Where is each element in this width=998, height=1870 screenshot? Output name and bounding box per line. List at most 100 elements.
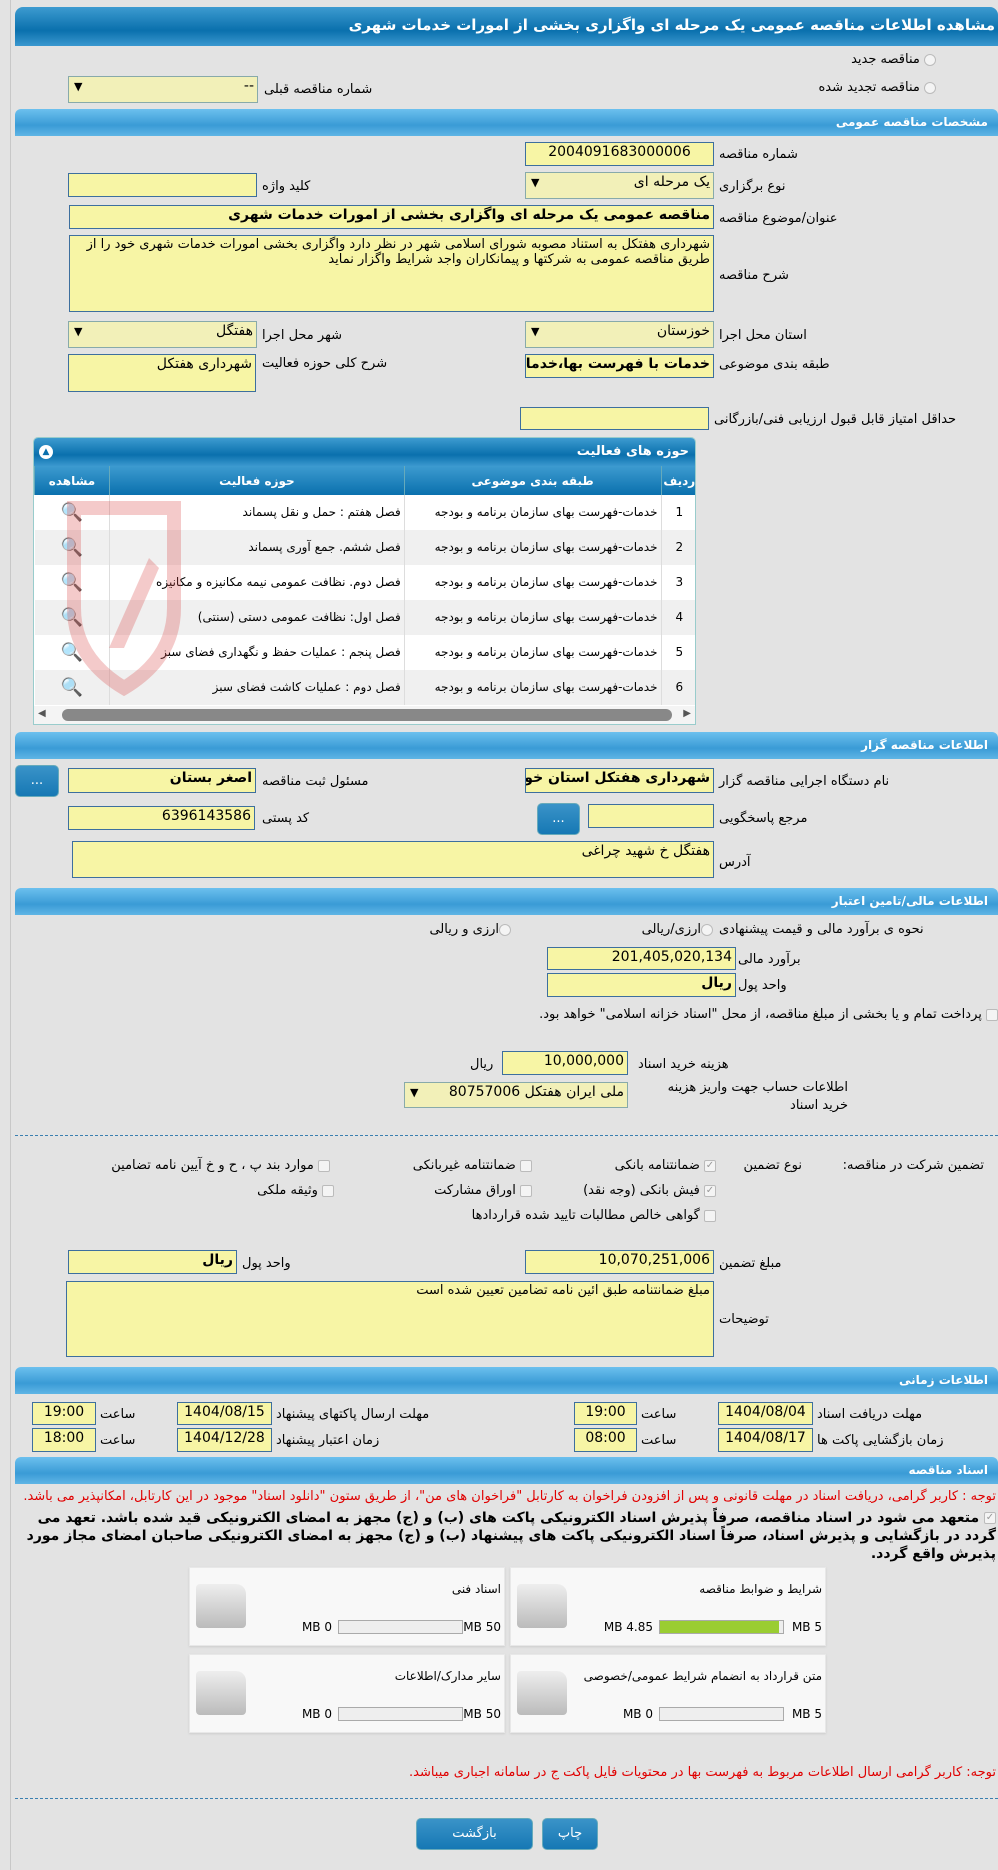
doc-deadline-time[interactable]: 19:00 [574, 1402, 637, 1425]
province-select[interactable]: خوزستان ▼ [525, 321, 714, 348]
ref-field[interactable] [588, 804, 714, 828]
fee-field[interactable]: 10,000,000 [502, 1051, 628, 1075]
button-bar: بازگشت چاپ [0, 1799, 998, 1851]
type-select[interactable]: یک مرحله ای ▼ [525, 172, 714, 199]
view-magnifier-icon[interactable]: 🔍 [60, 502, 83, 523]
guarantee-option-label: موارد بند پ ، ح و خ آیین نامه تضامین [111, 1158, 314, 1173]
guarantee-option-checkbox[interactable]: ✓ فیش بانکی (وجه نقد) [583, 1183, 716, 1198]
view-magnifier-icon[interactable]: 🔍 [60, 572, 83, 593]
guarantee-option-label: اوراق مشارکت [434, 1183, 516, 1198]
notes-label: توضیحات [719, 1312, 769, 1327]
row-number: 2 [660, 530, 695, 565]
radio-fx-rial-label: ارزی و ریالی [429, 922, 499, 937]
city-value: هفتگل [215, 323, 253, 339]
select-ref-button[interactable]: ... [537, 803, 580, 835]
activity-field[interactable]: شهرداری هفتکل [68, 354, 256, 392]
currency-field[interactable]: ریال [547, 973, 736, 997]
guarantee-option-label: ضمانتنامه غیربانکی [412, 1158, 516, 1173]
document-card[interactable]: متن قرارداد به انضمام شرایط عمومی/خصوصی 5… [510, 1654, 826, 1733]
subject-field[interactable]: مناقصه عمومی یک مرحله ای واگزاری بخشی از… [69, 205, 714, 229]
scroll-left-icon[interactable]: ◀ [38, 708, 46, 719]
row-number: 5 [660, 635, 695, 670]
document-card[interactable]: اسناد فنی 50 MB 0 MB [189, 1567, 505, 1646]
guarantee-option-checkbox[interactable]: گواهی خالص مطالبات تایید شده قراردادها [472, 1208, 716, 1223]
estimate-label: برآورد مالی [738, 952, 801, 967]
view-magnifier-icon[interactable]: 🔍 [60, 607, 83, 628]
send-field[interactable]: 1404/08/15 [177, 1402, 272, 1425]
scrollbar-thumb[interactable] [62, 709, 672, 721]
keyword-label: کلید واژه [262, 179, 311, 194]
document-card[interactable]: شرایط و ضوابط مناقصه 5 MB 4.85 MB [510, 1567, 826, 1646]
pledge-checkbox[interactable]: ✓ متعهد می شود در اسناد مناقصه، صرفاً پذ… [26, 1510, 996, 1562]
scroll-right-icon[interactable]: ▶ [683, 708, 691, 719]
guarantee-option-checkbox[interactable]: ✓ ضمانتنامه بانکی [614, 1158, 716, 1173]
radio-renewed-label: مناقصه تجدید شده [818, 80, 920, 95]
select-resp-button[interactable]: ... [15, 765, 59, 797]
radio-fx-rial[interactable]: ارزی و ریالی [429, 922, 511, 937]
guarantee-option-checkbox[interactable]: وثیقه ملکی [257, 1183, 334, 1198]
minscore-field[interactable] [520, 407, 709, 430]
prev-number-label: شماره مناقصه قبلی [264, 82, 373, 97]
document-card-used: 0 MB [301, 1620, 332, 1634]
address-field[interactable]: هفتگل خ شهید چراغی [72, 841, 714, 878]
open-time[interactable]: 08:00 [574, 1428, 637, 1452]
open-field[interactable]: 1404/08/17 [718, 1428, 813, 1452]
guarantee-option-checkbox[interactable]: موارد بند پ ، ح و خ آیین نامه تضامین [111, 1158, 330, 1173]
guarantee-unit-field[interactable]: ریال [68, 1250, 237, 1274]
valid-time[interactable]: 18:00 [32, 1428, 96, 1452]
radio-rial[interactable]: ارزی/ریالی [642, 922, 713, 937]
row-activity: فصل اول: نظافت عمومی دستی (سنتی) [109, 600, 405, 635]
row-activity: فصل پنجم : عملیات حفظ و نگهداری فضای سبز [109, 635, 405, 670]
valid-field[interactable]: 1404/12/28 [177, 1428, 272, 1452]
row-category: خدمات-فهرست بهای سازمان برنامه و بودجه [403, 600, 662, 635]
guarantee-type-label: نوع تضمین [743, 1158, 802, 1173]
category-field[interactable]: خدمات با فهرست بها،خدمات [525, 354, 714, 378]
tender-number-field[interactable]: 2004091683000006 [525, 142, 714, 166]
treasury-checkbox[interactable]: پرداخت تمام و یا بخشی از مبلغ مناقصه، از… [538, 1006, 998, 1024]
estimate-field[interactable]: 201,405,020,134 [547, 947, 736, 970]
time-label: ساعت [641, 1407, 677, 1422]
document-card[interactable]: سایر مدارک/اطلاعات 50 MB 0 MB [189, 1654, 505, 1733]
radio-new-label: مناقصه جدید [851, 52, 920, 67]
collapse-icon[interactable]: ▲ [39, 445, 53, 459]
document-card-title: شرایط و ضوابط مناقصه [699, 1582, 822, 1596]
account-select[interactable]: ملی ایران هفتکل 80757006 ▼ [404, 1082, 628, 1108]
resp-field[interactable]: اصغر بستان [68, 768, 256, 793]
city-select[interactable]: هفتگل ▼ [68, 321, 257, 348]
back-button[interactable]: بازگشت [416, 1818, 533, 1850]
view-magnifier-icon[interactable]: 🔍 [60, 677, 83, 698]
print-button[interactable]: چاپ [542, 1818, 598, 1850]
section-general: مشخصات مناقصه عمومی [15, 109, 998, 136]
org-field[interactable]: شهرداری هفتکل استان خوزستان [525, 768, 714, 793]
guarantee-amount-field[interactable]: 10,070,251,006 [525, 1250, 714, 1274]
guarantee-option-checkbox[interactable]: ضمانتنامه غیربانکی [413, 1158, 532, 1173]
document-card-max: 5 MB [791, 1707, 822, 1721]
prev-number-select[interactable]: -- ▼ [68, 76, 258, 103]
radio-renewed[interactable]: مناقصه تجدید شده [818, 80, 936, 95]
section-organizer: اطلاعات مناقصه گزار [15, 732, 998, 759]
ref-label: مرجع پاسخگویی [719, 811, 808, 826]
desc-label: شرح مناقصه [719, 268, 789, 283]
postal-field[interactable]: 6396143586 [68, 806, 255, 830]
doc-deadline-label: مهلت دریافت اسناد [817, 1407, 923, 1422]
section-organizer-title: اطلاعات مناقصه گزار [861, 738, 988, 752]
guarantee-option-checkbox[interactable]: اوراق مشارکت [434, 1183, 532, 1198]
doc-deadline-field[interactable]: 1404/08/04 [718, 1402, 813, 1425]
province-label: استان محل اجرا [719, 328, 807, 343]
row-category: خدمات-فهرست بهای سازمان برنامه و بودجه [403, 565, 662, 600]
radio-new[interactable]: مناقصه جدید [851, 52, 936, 67]
keyword-field[interactable] [68, 173, 257, 197]
horizontal-scrollbar[interactable]: ◀ ▶ [34, 706, 695, 724]
send-time[interactable]: 19:00 [32, 1402, 96, 1425]
guarantee-option-label: وثیقه ملکی [257, 1183, 318, 1198]
desc-textarea[interactable]: شهرداری هفتکل به استناد مصوبه شورای اسلا… [69, 235, 714, 312]
divider [15, 1798, 998, 1799]
notes-textarea[interactable]: مبلغ ضمانتنامه طبق ائین نامه تضامین تعیی… [66, 1281, 714, 1357]
section-finance-title: اطلاعات مالی/تامین اعتبار [831, 894, 988, 908]
activities-title: حوزه های فعالیت [576, 444, 689, 459]
row-activity: فصل هفتم : حمل و نقل پسماند [109, 495, 405, 530]
fee-unit: ریال [470, 1057, 494, 1072]
view-magnifier-icon[interactable]: 🔍 [60, 642, 83, 663]
view-magnifier-icon[interactable]: 🔍 [60, 537, 83, 558]
